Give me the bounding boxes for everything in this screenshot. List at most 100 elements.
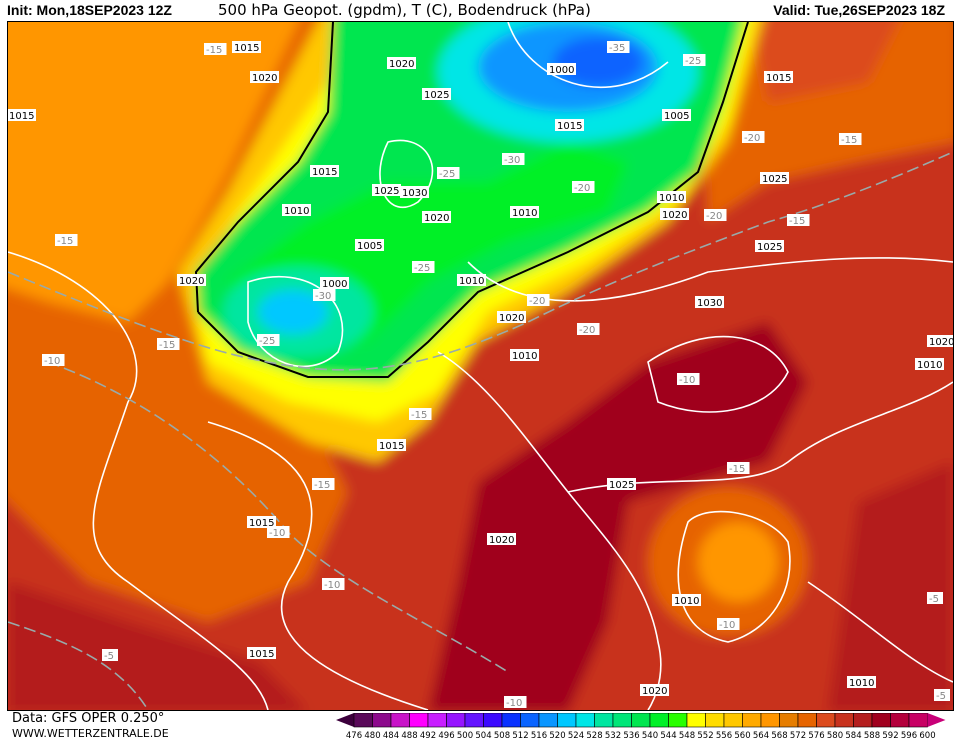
temperature-label-bg bbox=[527, 294, 550, 306]
legend-swatch bbox=[575, 713, 595, 728]
temperature-label-bg bbox=[204, 43, 227, 55]
legend-swatch bbox=[501, 713, 521, 728]
temperature-label: -25 bbox=[259, 336, 275, 347]
isobar-label-bg bbox=[355, 239, 384, 251]
isobar-label-bg bbox=[422, 88, 451, 100]
isobar-label: 1010 bbox=[917, 360, 942, 371]
isobar-label-bg bbox=[457, 274, 486, 286]
legend-label: 480 bbox=[364, 731, 380, 741]
legend-label: 596 bbox=[901, 731, 917, 741]
legend-label: 564 bbox=[753, 731, 769, 741]
legend-swatch bbox=[742, 713, 762, 728]
isobar-label-bg bbox=[282, 204, 311, 216]
isobar-label-bg bbox=[422, 211, 451, 223]
legend-swatch bbox=[483, 713, 503, 728]
isobar-label: 1015 bbox=[234, 43, 259, 54]
legend-swatch bbox=[372, 713, 392, 728]
temperature-label-bg bbox=[839, 133, 862, 145]
legend-swatch bbox=[538, 713, 558, 728]
temperature-label: -20 bbox=[706, 211, 722, 222]
legend-swatch bbox=[705, 713, 725, 728]
temperature-label: -10 bbox=[679, 375, 695, 386]
isobar-label: 1015 bbox=[557, 121, 582, 132]
temperature-label-bg bbox=[502, 153, 525, 165]
temperature-label-bg bbox=[412, 261, 435, 273]
temperature-label-bg bbox=[257, 334, 280, 346]
legend-swatch bbox=[890, 713, 910, 728]
map-header: Init: Mon,18SEP2023 12Z 500 hPa Geopot. … bbox=[0, 0, 959, 21]
isobar-label-bg bbox=[915, 358, 944, 370]
temperature-label: -5 bbox=[104, 651, 114, 662]
isobar-label-bg bbox=[8, 109, 36, 121]
legend-label: 520 bbox=[549, 731, 565, 741]
legend-label: 528 bbox=[586, 731, 602, 741]
isobar-label-bg bbox=[607, 478, 636, 490]
legend-swatch bbox=[390, 713, 410, 728]
isobar-label: 1020 bbox=[489, 535, 514, 546]
legend-swatch bbox=[446, 713, 466, 728]
isobar-label-bg bbox=[662, 109, 691, 121]
data-source: Data: GFS OPER 0.250° bbox=[12, 711, 165, 726]
legend-swatch bbox=[908, 713, 928, 728]
isobar-label: 1030 bbox=[697, 298, 722, 309]
legend-swatch bbox=[816, 713, 836, 728]
temperature-label-bg bbox=[437, 167, 460, 179]
isobar-label-bg bbox=[547, 63, 576, 75]
temperature-label: -15 bbox=[411, 410, 427, 421]
temperature-label: -10 bbox=[324, 580, 340, 591]
isobar-label: 1015 bbox=[249, 649, 274, 660]
isobar-label-bg bbox=[377, 439, 406, 451]
temperature-label: -10 bbox=[44, 356, 60, 367]
isobar-label: 1005 bbox=[664, 111, 689, 122]
isobar-label-bg bbox=[764, 71, 793, 83]
legend-label: 516 bbox=[531, 731, 547, 741]
isobar-label: 1015 bbox=[312, 167, 337, 178]
legend-swatch bbox=[557, 713, 577, 728]
isobar-label: 1015 bbox=[766, 73, 791, 84]
legend-label: 552 bbox=[697, 731, 713, 741]
temperature-label: -20 bbox=[579, 325, 595, 336]
isobar-label: 1020 bbox=[642, 686, 667, 697]
isobar-label: 1025 bbox=[757, 242, 782, 253]
legend-label: 544 bbox=[660, 731, 676, 741]
isobar-label: 1015 bbox=[9, 111, 34, 122]
temperature-label: -15 bbox=[314, 480, 330, 491]
map-title: 500 hPa Geopot. (gpdm), T (C), Bodendruc… bbox=[218, 1, 591, 19]
temperature-label-bg bbox=[934, 689, 950, 701]
temperature-label-bg bbox=[157, 338, 180, 350]
legend-swatch bbox=[853, 713, 873, 728]
isobar-label-bg bbox=[755, 240, 784, 252]
temperature-label: -5 bbox=[929, 594, 939, 605]
isobar-label-bg bbox=[177, 274, 206, 286]
legend-label: 512 bbox=[512, 731, 528, 741]
legend-label: 496 bbox=[438, 731, 454, 741]
isobar-label-bg bbox=[760, 172, 789, 184]
isobar-label: 1010 bbox=[284, 206, 309, 217]
temperature-label: -35 bbox=[609, 43, 625, 54]
legend-label: 476 bbox=[346, 731, 362, 741]
legend-label: 508 bbox=[494, 731, 510, 741]
legend-low-arrow bbox=[336, 713, 354, 727]
isobar-label: 1005 bbox=[357, 241, 382, 252]
temperature-label-bg bbox=[577, 323, 600, 335]
temperature-label: -20 bbox=[574, 183, 590, 194]
temperature-label: -15 bbox=[789, 216, 805, 227]
isobar-label: 1025 bbox=[762, 174, 787, 185]
legend-label: 500 bbox=[457, 731, 473, 741]
temperature-label-bg bbox=[42, 354, 65, 366]
legend-swatch bbox=[594, 713, 614, 728]
isobar-label: 1010 bbox=[459, 276, 484, 287]
isobar-label: 1020 bbox=[252, 73, 277, 84]
legend-swatch bbox=[612, 713, 632, 728]
isobar-label: 1020 bbox=[662, 210, 687, 221]
temperature-label-bg bbox=[677, 373, 700, 385]
isobar-label-bg bbox=[497, 311, 526, 323]
isobar-label: 1010 bbox=[512, 208, 537, 219]
isobar-label-bg bbox=[250, 71, 279, 83]
isobar-label: 1010 bbox=[674, 596, 699, 607]
legend-swatch bbox=[723, 713, 743, 728]
isobar-label: 1010 bbox=[849, 678, 874, 689]
temperature-label: -25 bbox=[414, 263, 430, 274]
legend-swatch bbox=[668, 713, 688, 728]
